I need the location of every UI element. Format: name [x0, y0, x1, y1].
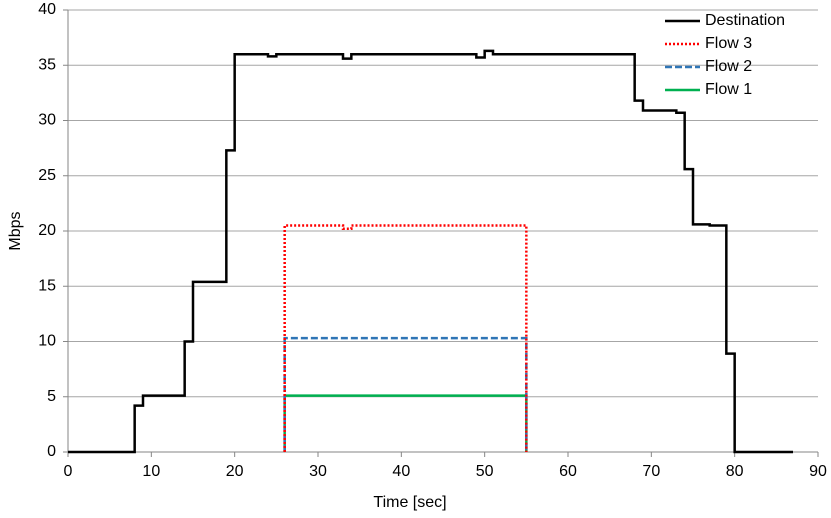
y-tick-label: 35: [38, 56, 56, 73]
legend-label: Destination: [705, 12, 785, 29]
y-tick-label: 10: [38, 333, 56, 350]
x-axis-title: Time [sec]: [373, 494, 446, 511]
y-tick-label: 20: [38, 222, 56, 239]
x-tick-label: 10: [142, 463, 160, 480]
x-tick-label: 40: [392, 463, 410, 480]
y-tick-label: 30: [38, 112, 56, 129]
x-tick-label: 20: [226, 463, 244, 480]
y-tick-label: 5: [47, 388, 56, 405]
y-tick-label: 0: [47, 443, 56, 460]
y-tick-label: 40: [38, 1, 56, 18]
x-tick-label: 90: [809, 463, 827, 480]
y-axis-title: Mbps: [7, 211, 24, 250]
series-line: [283, 394, 528, 452]
y-tick-label: 15: [38, 277, 56, 294]
x-tick-label: 60: [559, 463, 577, 480]
x-tick-label: 70: [642, 463, 660, 480]
legend-label: Flow 1: [705, 81, 752, 98]
legend-label: Flow 3: [705, 35, 752, 52]
x-tick-label: 0: [64, 463, 73, 480]
series-line: [283, 224, 528, 452]
y-tick-label: 25: [38, 167, 56, 184]
x-tick-label: 50: [476, 463, 494, 480]
x-tick-label: 30: [309, 463, 327, 480]
legend-label: Flow 2: [705, 58, 752, 75]
x-tick-label: 80: [726, 463, 744, 480]
series-line: [68, 49, 793, 454]
